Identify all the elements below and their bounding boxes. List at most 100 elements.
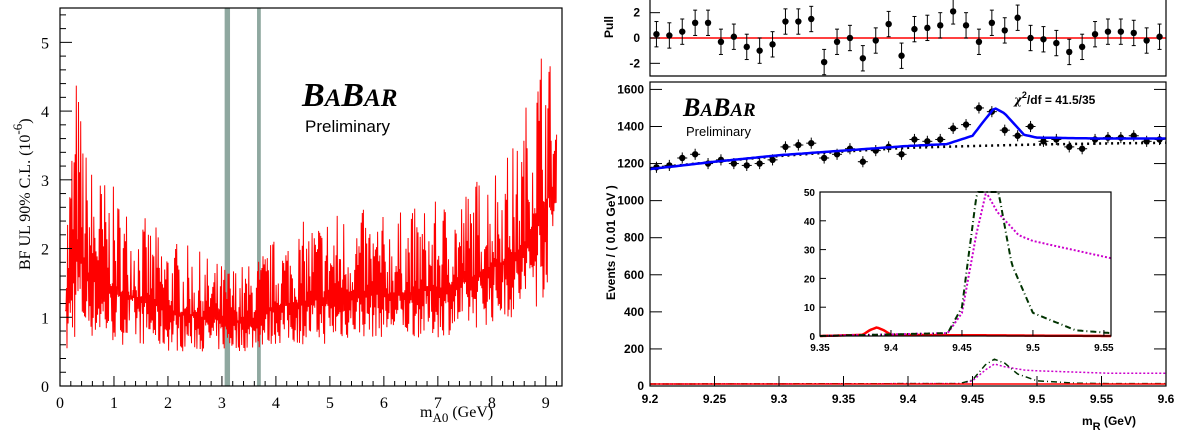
y-tick-label: 200: [624, 342, 644, 356]
data-point: [795, 141, 802, 149]
pull-point: [756, 47, 763, 54]
inset-x-tick-label: 9.35: [810, 343, 830, 354]
data-point: [949, 125, 957, 132]
data-point: [782, 143, 789, 151]
pull-point: [846, 34, 854, 42]
y-tick-label: 0: [637, 379, 644, 393]
pull-point: [679, 28, 686, 35]
x-tick-label: 9.2: [642, 392, 659, 406]
inset-background: [820, 192, 1111, 336]
pull-point: [1130, 29, 1137, 37]
inset-x-tick-label: 9.55: [1094, 343, 1114, 354]
pull-point: [1014, 14, 1021, 21]
data-point: [962, 121, 970, 128]
inset-y-tick-label: 20: [804, 274, 816, 285]
inset-frame: [819, 191, 1112, 337]
pull-point: [949, 8, 957, 15]
pull-point: [859, 55, 867, 62]
x-tick-label: 8: [488, 395, 496, 412]
x-tick-label: 9.4: [900, 392, 917, 406]
data-point: [1001, 126, 1008, 134]
bf-upper-limit-series: [64, 58, 558, 352]
x-tick-label: 9.5: [1029, 392, 1046, 406]
left-subtitle: Preliminary: [305, 117, 391, 136]
pull-point: [795, 18, 802, 25]
pull-point: [1001, 27, 1008, 34]
mass-fit-chart: 9.2 9.25 9.3 9.35 9.4 9.45 9.5 9.55 9.6 02004006…: [604, 81, 1175, 433]
pull-y-tick-label: -2: [629, 56, 640, 70]
inset-x-tick-label: 9.45: [952, 343, 972, 354]
pull-point: [704, 19, 712, 26]
pull-point: [808, 15, 815, 23]
pull-point: [911, 25, 918, 33]
pull-point: [937, 22, 944, 29]
left-x-axis: 0 1 2 3 4 5 6 7 8 9: [56, 376, 558, 412]
chi2-annotation: χ2/df = 41.5/35: [1013, 90, 1096, 107]
pull-y-tick-label: 0: [633, 31, 640, 45]
pull-point: [691, 19, 699, 26]
y-tick-label: 400: [624, 305, 644, 319]
data-point: [1078, 145, 1086, 152]
data-point: [756, 160, 763, 167]
inset-curve: [820, 191, 1112, 337]
data-point: [1014, 132, 1021, 139]
data-point: [730, 160, 738, 167]
x-tick-label: 1: [110, 395, 118, 412]
pull-point: [730, 33, 738, 40]
pull-point: [975, 38, 983, 45]
total-fit-curve: [649, 107, 1166, 171]
x-tick-label: 5: [326, 395, 334, 412]
pull-point: [820, 58, 828, 66]
y-tick-label: 1600: [617, 82, 644, 96]
left-y-axis-label: BF UL 90% C.L. (10-6): [10, 118, 34, 270]
pull-point: [717, 38, 725, 45]
data-point: [679, 154, 686, 162]
pull-point: [1078, 43, 1086, 51]
data-point: [1040, 138, 1047, 145]
data-point: [1066, 143, 1073, 151]
inset-x-tick-label: 9.5: [1026, 343, 1040, 354]
background-fit-curve: [649, 141, 1167, 170]
data-point: [691, 151, 699, 158]
x-tick-label: 2: [164, 395, 172, 412]
pull-point: [962, 22, 970, 29]
left-x-axis-label: mA0 (GeV): [420, 404, 493, 425]
y-tick-label: 5: [41, 35, 49, 52]
y-tick-label: 2: [41, 242, 49, 259]
pull-point: [1091, 31, 1099, 38]
x-tick-label: 9.45: [961, 392, 985, 406]
data-point: [859, 158, 867, 165]
y-tick-label: 1: [41, 310, 49, 327]
pull-point: [653, 31, 660, 38]
y-tick-label: 4: [41, 104, 49, 121]
inset-x-axis: 9.35 9.4 9.45 9.5 9.55: [810, 330, 1114, 354]
data-point: [911, 136, 918, 143]
inset-y-tick-label: 0: [809, 332, 815, 343]
x-tick-label: 9.25: [703, 392, 727, 406]
pull-point: [1143, 37, 1150, 44]
pull-point: [898, 52, 905, 59]
pull-point: [1156, 33, 1163, 40]
pull-point: [924, 24, 931, 32]
x-tick-label: 4: [272, 395, 280, 412]
main-y-axis-label: Events / ( 0.01 GeV ): [604, 185, 618, 300]
pull-point: [666, 32, 673, 39]
inset-y-axis: 0 10 20 30 40 50: [804, 188, 826, 343]
main-x-axis: 9.2 9.25 9.3 9.35 9.4 9.45 9.5 9.55 9.6: [642, 376, 1175, 406]
pull-point: [833, 38, 841, 45]
vetoed-band: [224, 8, 231, 386]
pull-y-tick-label: 2: [633, 6, 640, 20]
x-tick-label: 9: [542, 395, 550, 412]
pull-point: [769, 41, 776, 48]
inset-y-tick-label: 40: [804, 217, 816, 228]
inset-y-tick-label: 10: [804, 303, 816, 314]
data-point: [769, 156, 776, 164]
data-point: [743, 162, 750, 169]
x-tick-label: 9.3: [771, 392, 788, 406]
right-subtitle: Preliminary: [686, 124, 752, 139]
left-chart: 0 1 2 3 4 5 6 7 8 9 0 1 2 3 4 5 BABAR Preliminary BF U…: [10, 7, 563, 425]
data-point: [898, 151, 905, 158]
y-tick-label: 1400: [617, 119, 644, 133]
x-tick-label: 0: [56, 395, 64, 412]
